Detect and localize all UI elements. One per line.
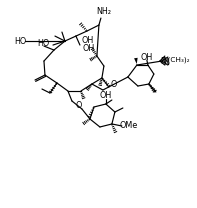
Text: OH: OH [82, 36, 94, 45]
Text: HO: HO [38, 38, 50, 48]
Text: O: O [76, 102, 82, 110]
Text: OMe: OMe [120, 121, 138, 130]
Text: NH₂: NH₂ [96, 7, 112, 16]
Text: OH: OH [100, 90, 112, 99]
Text: N(CH₃)₂: N(CH₃)₂ [162, 57, 190, 63]
Text: OH: OH [141, 53, 153, 62]
Text: N: N [160, 57, 166, 66]
Polygon shape [134, 58, 138, 65]
Text: OH: OH [83, 43, 95, 53]
Text: O: O [111, 79, 117, 89]
Text: HO: HO [14, 37, 26, 46]
Text: N: N [163, 58, 169, 67]
